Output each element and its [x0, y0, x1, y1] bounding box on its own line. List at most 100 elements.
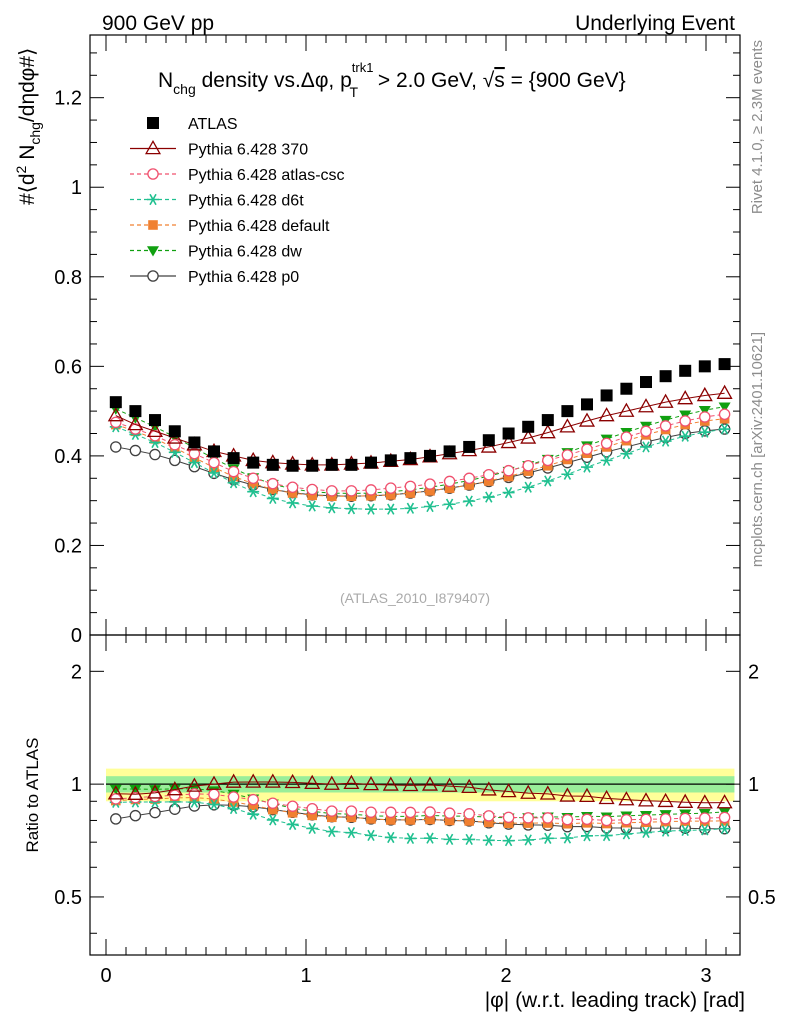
ratio-plot-frame — [89, 634, 741, 956]
main-y-tick-label: 1.2 — [54, 88, 82, 110]
ratio-data-point — [149, 790, 161, 803]
ratio-y-tick-label: 1 — [71, 774, 82, 796]
series-line — [115, 428, 725, 497]
series-line — [115, 406, 725, 495]
data-point — [188, 447, 201, 460]
ratio-data-point — [365, 829, 377, 842]
ratio-data-point — [463, 808, 475, 820]
data-point — [129, 444, 142, 457]
data-point — [366, 490, 376, 501]
ratio-data-point — [227, 802, 240, 815]
ratio-data-point — [343, 774, 360, 790]
ratio-data-point — [679, 812, 691, 825]
data-point — [581, 461, 593, 473]
header-right: Underlying Event — [575, 12, 735, 35]
ratio-data-point — [362, 776, 380, 791]
data-point — [581, 443, 593, 455]
legend-marker — [147, 270, 159, 282]
data-point — [208, 445, 220, 458]
ratio-data-point — [266, 814, 279, 826]
ratio-data-point — [520, 784, 537, 799]
data-point — [657, 393, 674, 408]
data-point — [463, 440, 476, 453]
data-point — [542, 454, 554, 467]
ratio-data-point — [464, 816, 474, 826]
ratio-data-point — [247, 808, 260, 820]
ratio-data-point — [421, 776, 439, 791]
data-point — [424, 500, 436, 513]
data-point — [698, 360, 711, 373]
ratio-data-point — [225, 773, 242, 788]
ratio-data-point — [247, 793, 259, 806]
data-point — [561, 449, 574, 461]
ratio-data-point — [480, 781, 497, 796]
legend-marker — [147, 117, 159, 129]
data-point — [385, 482, 397, 494]
ratio-data-point — [267, 797, 279, 809]
data-point — [266, 458, 279, 471]
ratio-data-point — [542, 812, 554, 824]
ratio-data-point — [127, 785, 144, 800]
ratio-data-point — [618, 791, 635, 806]
ratio-data-point — [326, 805, 338, 817]
ratio-data-point — [186, 777, 203, 792]
data-point — [598, 407, 615, 422]
ratio-data-point — [129, 784, 142, 796]
data-point — [620, 448, 633, 460]
rivet-label: Rivet 4.1.0, ≥ 2.3M events — [749, 40, 766, 214]
data-point — [484, 476, 494, 486]
ratio-data-point — [718, 811, 731, 824]
ratio-data-point — [483, 810, 495, 822]
data-point — [129, 405, 142, 418]
data-point — [679, 415, 691, 427]
ratio-data-point — [424, 806, 436, 818]
ratio-y-tick-label: 2 — [71, 661, 82, 683]
title-n: N — [158, 69, 173, 92]
ratio-data-point — [443, 833, 456, 845]
ratio-data-point — [640, 813, 652, 826]
data-point — [522, 481, 535, 493]
data-point — [561, 405, 574, 418]
ratio-series-6 — [110, 799, 731, 835]
ratio-data-point — [346, 812, 357, 823]
legend-label-370: Pythia 6.428 370 — [188, 142, 308, 159]
data-point — [247, 456, 260, 469]
x-axis-title: |φ| (w.r.t. leading track) [rad] — [485, 989, 745, 1012]
data-point — [286, 481, 299, 493]
ratio-data-point — [698, 824, 711, 836]
data-point — [443, 498, 456, 510]
title-trk1: trk1 — [352, 60, 374, 75]
legend-label-atlas: ATLAS — [188, 116, 238, 133]
ratio-data-point — [169, 803, 181, 815]
data-point — [425, 486, 435, 496]
data-point — [365, 456, 377, 469]
ratio-data-point — [578, 787, 596, 803]
ratio-data-point — [559, 787, 576, 802]
ratio-y-tick-labels: 0.5 1 2 0.5 1 2 — [54, 661, 776, 909]
ratio-data-point — [345, 805, 358, 817]
data-point — [503, 471, 514, 482]
data-point — [287, 488, 298, 498]
data-point — [188, 456, 201, 469]
legend-label-dw: Pythia 6.428 dw — [188, 244, 302, 261]
ratio-data-point — [502, 835, 515, 847]
data-point — [110, 416, 122, 429]
ratio-data-point — [640, 826, 652, 839]
data-point — [306, 483, 318, 496]
data-point — [463, 495, 476, 507]
ratio-data-point — [287, 807, 298, 818]
data-point — [559, 418, 576, 433]
ratio-data-point — [677, 793, 694, 808]
data-point — [384, 454, 397, 467]
ratio-data-point — [386, 815, 396, 825]
ratio-data-point — [149, 806, 161, 819]
ratio-data-point — [561, 813, 574, 826]
ratio-data-point — [325, 825, 338, 838]
data-point — [659, 420, 672, 432]
ratio-data-point — [109, 784, 122, 795]
main-plot-data — [107, 358, 733, 515]
data-point — [696, 386, 713, 402]
ratio-data-point — [404, 832, 417, 845]
ratio-series-1 — [107, 773, 733, 809]
ylabel-pre: #⟨d — [16, 173, 39, 205]
